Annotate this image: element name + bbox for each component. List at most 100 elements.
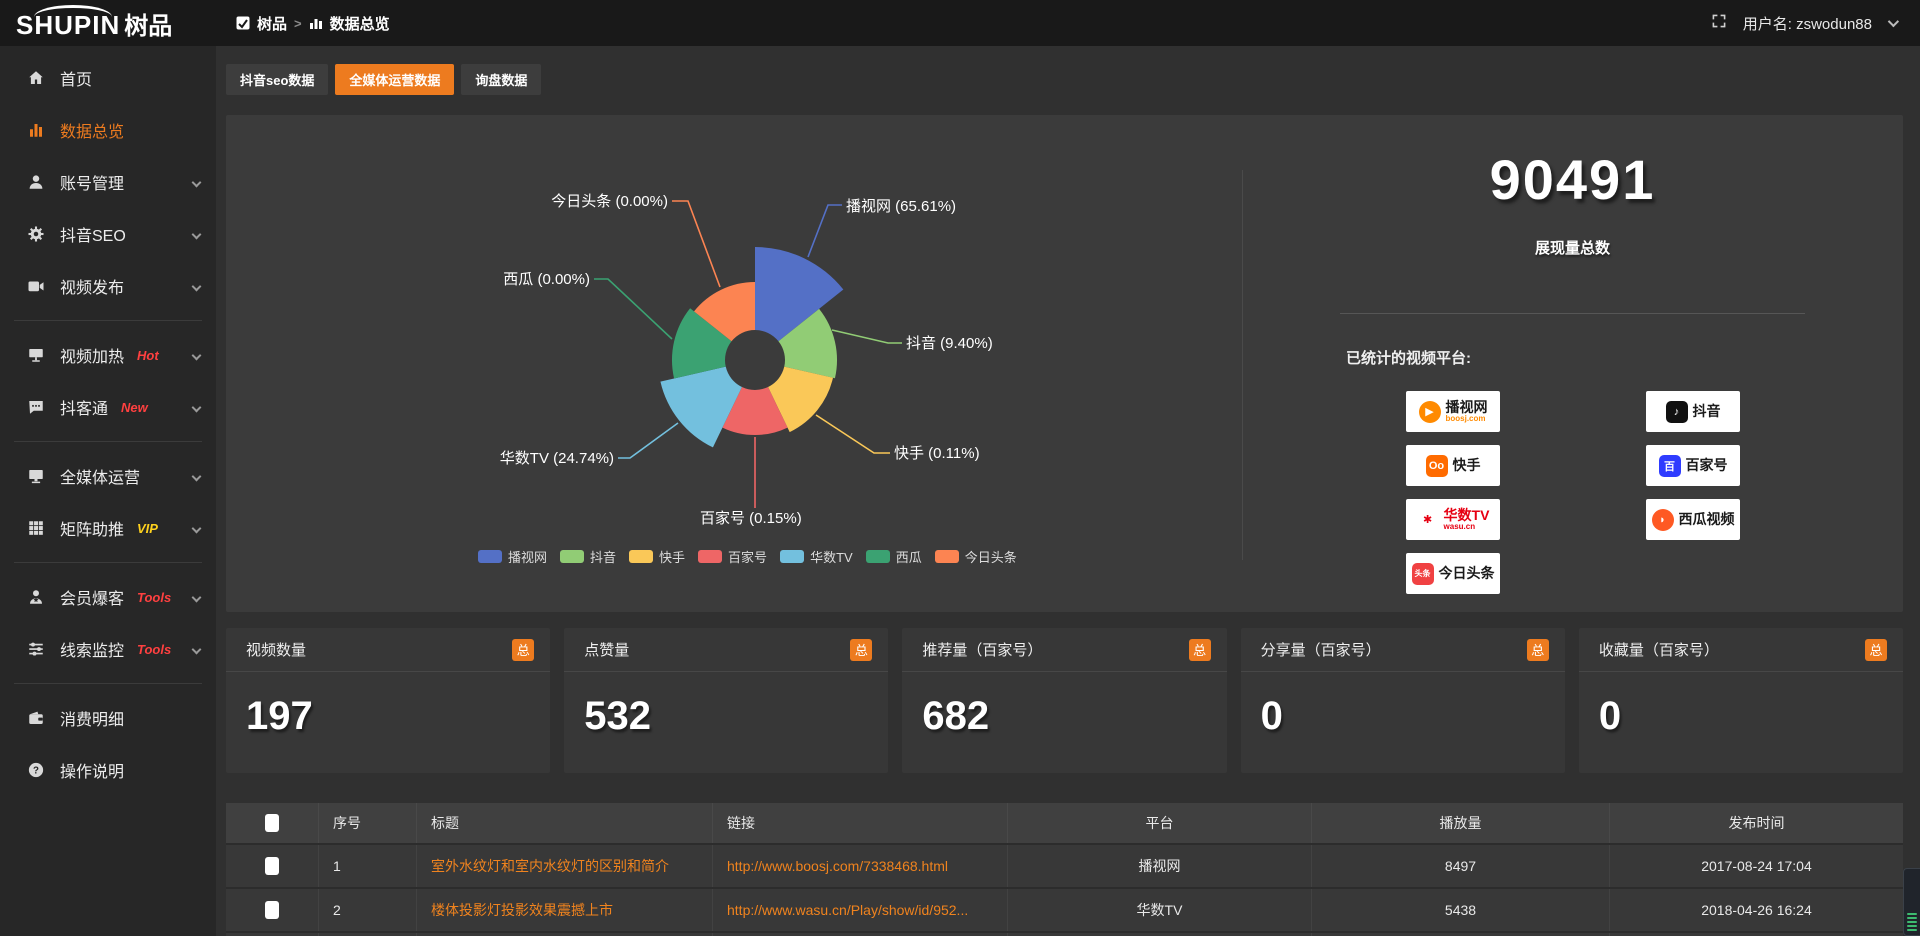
platform-card-华数TV[interactable]: ✱ 华数TV wasu.cn bbox=[1406, 499, 1500, 540]
sidebar-item-label: 操作说明 bbox=[60, 764, 125, 781]
pie-slice-西瓜[interactable] bbox=[672, 308, 732, 379]
row-checkbox[interactable] bbox=[265, 857, 279, 875]
total-badge[interactable]: 总 bbox=[512, 638, 535, 661]
legend-label: 快手 bbox=[659, 550, 686, 565]
legend-item-西瓜[interactable]: 西瓜 bbox=[865, 547, 922, 566]
sidebar-item-抖客通[interactable]: 抖客通 New bbox=[0, 381, 216, 433]
sidebar-item-操作说明[interactable]: ? 操作说明 bbox=[0, 744, 216, 796]
sidebar-item-抖音SEO[interactable]: 抖音SEO bbox=[0, 208, 216, 260]
pie-slice-百家号[interactable] bbox=[722, 387, 788, 435]
stat-card-value: 0 bbox=[1260, 694, 1283, 738]
pie-slice-华数TV[interactable] bbox=[660, 366, 742, 448]
legend-item-华数TV[interactable]: 华数TV bbox=[780, 547, 853, 566]
legend-item-今日头条[interactable]: 今日头条 bbox=[934, 547, 1017, 566]
row-checkbox[interactable] bbox=[265, 901, 279, 919]
data-tabs: 抖音seo数据 全媒体运营数据 询盘数据 bbox=[226, 64, 542, 95]
cell-publish-time: 2017-08-24 17:04 bbox=[1701, 858, 1812, 874]
pie-label-华数TV: 华数TV (24.74%) bbox=[500, 450, 614, 467]
video-url-link[interactable]: http://www.boosj.com/7338468.html bbox=[727, 858, 949, 874]
platform-card-今日头条[interactable]: 头条 今日头条 bbox=[1406, 553, 1500, 594]
pie-slice-抖音[interactable] bbox=[778, 308, 837, 379]
pie-label-播视网: 播视网 (65.61%) bbox=[846, 198, 956, 215]
grid-icon bbox=[26, 519, 46, 537]
panel-vertical-divider bbox=[1242, 170, 1243, 560]
pie-slice-播视网[interactable] bbox=[755, 247, 844, 342]
video-title-link[interactable]: 室外水纹灯和室内水纹灯的区别和简介 bbox=[431, 858, 669, 874]
column-header-标题: 标题 bbox=[417, 803, 713, 843]
sidebar-item-label: 会员爆客 bbox=[60, 591, 125, 608]
legend-label: 抖音 bbox=[590, 550, 617, 565]
tab-询盘数据[interactable]: 询盘数据 bbox=[461, 64, 542, 95]
platform-name: 播视网 bbox=[1445, 398, 1488, 415]
platform-card-播视网[interactable]: ▶ 播视网 boosj.com bbox=[1406, 391, 1500, 432]
sidebar-item-数据总览[interactable]: 数据总览 bbox=[0, 104, 216, 156]
chevron-down-icon[interactable] bbox=[1887, 15, 1900, 28]
sidebar-item-label: 视频加热 bbox=[60, 349, 125, 366]
legend-item-抖音[interactable]: 抖音 bbox=[560, 547, 616, 566]
sidebar-item-视频发布[interactable]: 视频发布 bbox=[0, 260, 216, 312]
legend-item-快手[interactable]: 快手 bbox=[629, 547, 685, 566]
fullscreen-icon[interactable] bbox=[1711, 13, 1727, 33]
legend-swatch bbox=[698, 550, 723, 563]
logo-arc bbox=[34, 4, 112, 17]
sidebar-item-会员爆客[interactable]: 会员爆客 Tools bbox=[0, 571, 216, 623]
video-title-link[interactable]: 楼体投影灯投影效果震撼上市 bbox=[431, 902, 613, 918]
sidebar-item-账号管理[interactable]: 账号管理 bbox=[0, 156, 216, 208]
platform-name: 华数TV bbox=[1443, 506, 1490, 523]
floating-widget[interactable] bbox=[1903, 868, 1920, 936]
total-badge[interactable]: 总 bbox=[1188, 638, 1211, 661]
legend-label: 今日头条 bbox=[964, 550, 1017, 565]
breadcrumb-current[interactable]: 数据总览 bbox=[329, 15, 390, 33]
xigua-icon: ◗ bbox=[1651, 508, 1674, 531]
sidebar-badge-Tools: Tools bbox=[137, 589, 172, 605]
legend-item-百家号[interactable]: 百家号 bbox=[698, 547, 767, 566]
sidebar-item-消费明细[interactable]: 消费明细 bbox=[0, 692, 216, 744]
total-badge[interactable]: 总 bbox=[850, 638, 873, 661]
pie-label-西瓜: 西瓜 (0.00%) bbox=[503, 271, 590, 288]
breadcrumb-root[interactable]: 树品 bbox=[257, 15, 288, 33]
total-badge[interactable]: 总 bbox=[1865, 638, 1888, 661]
pie-label-line-今日头条 bbox=[672, 200, 721, 288]
sidebar-badge-Hot: Hot bbox=[137, 347, 159, 363]
sidebar-item-全媒体运营[interactable]: 全媒体运营 bbox=[0, 450, 216, 502]
username[interactable]: 用户名: zswodun88 bbox=[1742, 15, 1872, 33]
platform-card-快手[interactable]: Oo 快手 bbox=[1406, 445, 1500, 486]
tab-抖音seo数据[interactable]: 抖音seo数据 bbox=[226, 64, 329, 95]
svg-text:?: ? bbox=[33, 765, 39, 776]
pie-slice-今日头条[interactable] bbox=[694, 282, 755, 342]
select-all-checkbox[interactable] bbox=[265, 814, 279, 832]
cell-num: 1 bbox=[319, 845, 417, 887]
sidebar-divider bbox=[14, 683, 202, 684]
sidebar-item-首页[interactable]: 首页 bbox=[0, 52, 216, 104]
platform-card-百家号[interactable]: 百百家号 bbox=[1646, 445, 1740, 486]
chevron-down-icon bbox=[191, 177, 202, 187]
platform-card-西瓜视频[interactable]: ◗ 西瓜视频 bbox=[1646, 499, 1740, 540]
total-impressions-value: 90491 bbox=[1489, 148, 1656, 211]
platform-card-抖音[interactable]: ♪ 抖音 bbox=[1646, 391, 1740, 432]
tab-全媒体运营数据[interactable]: 全媒体运营数据 bbox=[335, 64, 455, 95]
table-header-row: 序号 标题 链接 平台 播放量 发布时间 bbox=[226, 803, 1903, 843]
video-url-link[interactable]: http://www.wasu.cn/Play/show/id/952... bbox=[727, 902, 969, 918]
bar-chart-icon bbox=[26, 121, 46, 139]
stat-card-title: 推荐量（百家号） bbox=[922, 642, 1043, 659]
cell-plays: 5438 bbox=[1312, 889, 1610, 931]
sidebar-item-矩阵助推[interactable]: 矩阵助推 VIP bbox=[0, 502, 216, 554]
column-header-播放量: 播放量 bbox=[1312, 803, 1610, 843]
stat-card-title: 视频数量 bbox=[246, 642, 307, 659]
douyin-note-icon: ♪ bbox=[1665, 400, 1688, 423]
total-badge[interactable]: 总 bbox=[1526, 638, 1549, 661]
sidebar-item-视频加热[interactable]: 视频加热 Hot bbox=[0, 329, 216, 381]
table-row: 1 室外水纹灯和室内水纹灯的区别和简介 http://www.boosj.com/7… bbox=[226, 843, 1903, 887]
question-icon: ? bbox=[26, 761, 46, 779]
stat-card-header: 分享量（百家号） 总 bbox=[1240, 628, 1565, 672]
stat-card-分享量（百家号）: 分享量（百家号） 总 0 bbox=[1240, 628, 1565, 773]
sidebar-item-label: 抖音SEO bbox=[60, 228, 126, 245]
widget-stripe bbox=[1907, 921, 1917, 923]
home-icon bbox=[26, 69, 46, 87]
legend-item-播视网[interactable]: 播视网 bbox=[478, 547, 547, 566]
cell-plays: 8497 bbox=[1312, 845, 1610, 887]
pie-label-line-播视网 bbox=[807, 204, 842, 258]
widget-stripe bbox=[1907, 925, 1917, 927]
pie-slice-快手[interactable] bbox=[768, 366, 833, 433]
sidebar-item-线索监控[interactable]: 线索监控 Tools bbox=[0, 623, 216, 675]
